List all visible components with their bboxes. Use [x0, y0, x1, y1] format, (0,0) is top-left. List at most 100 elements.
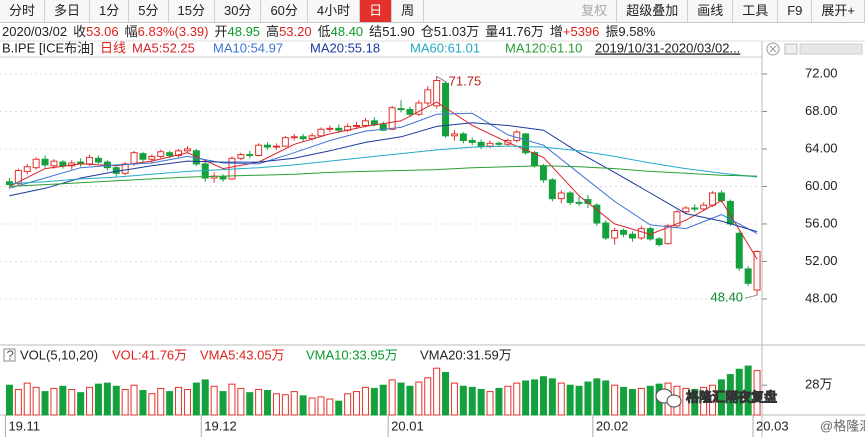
info-label: 振 — [605, 24, 619, 39]
period-tab[interactable]: 60分 — [261, 0, 308, 22]
period-tab[interactable]: 多日 — [45, 0, 91, 22]
candle-body — [717, 192, 725, 201]
period-tab[interactable]: 4小时 — [308, 0, 361, 22]
candle-body — [522, 133, 530, 154]
candle-body — [86, 156, 94, 165]
candle-body — [388, 107, 396, 130]
info-value: +5396 — [562, 24, 600, 39]
tool-button[interactable]: 复权 — [572, 0, 618, 22]
period-tab[interactable]: 15分 — [169, 0, 215, 22]
tool-button[interactable]: 工具 — [733, 0, 779, 22]
ma-line — [9, 145, 758, 185]
volume-bar — [246, 392, 254, 416]
ma-line — [9, 112, 758, 235]
volume-bar — [183, 388, 191, 416]
candle-body — [379, 124, 387, 131]
volume-bar — [700, 386, 708, 416]
tool-button[interactable]: 超级叠加 — [617, 0, 689, 22]
volume-bar — [442, 371, 450, 416]
volume-bar — [59, 385, 67, 416]
candle-body — [682, 207, 690, 213]
candle-body — [361, 120, 369, 126]
help-icon[interactable] — [3, 348, 16, 362]
candle-body — [709, 192, 717, 206]
help-icon[interactable]: ? — [7, 347, 14, 362]
volume-bar — [264, 390, 272, 416]
volume-bar — [753, 370, 761, 416]
info-date: 2020/03/02 — [2, 24, 68, 39]
volume-bar — [397, 382, 405, 416]
period-tab[interactable]: 1分 — [90, 0, 130, 22]
candle-body — [139, 153, 147, 160]
candle-body — [486, 142, 494, 147]
period-tab[interactable]: 周 — [392, 0, 425, 22]
candle-body — [700, 204, 708, 210]
legend-entry: MA120:61.10 — [505, 40, 582, 55]
volume-bar — [86, 386, 94, 416]
period-tabs: 分时 多日 1分 5分 15分 30分 60分 4小时日周 — [0, 0, 425, 22]
period-tab[interactable]: 5分 — [129, 0, 169, 22]
watermark-text: 格隆汇隔夜复盘 — [686, 389, 777, 404]
volume-bar — [513, 382, 521, 416]
candle-body — [655, 238, 663, 246]
period-tab[interactable]: 日 — [360, 0, 393, 22]
volume-bar — [14, 388, 22, 416]
volume-bar — [593, 378, 601, 416]
volume-bar — [353, 391, 361, 416]
candle-body — [450, 133, 458, 137]
candle-body — [237, 154, 245, 159]
tool-button[interactable]: 画线 — [688, 0, 734, 22]
info-value: 53.06 — [86, 24, 119, 39]
info-item: 振9.58% — [605, 23, 655, 41]
close-icon[interactable] — [766, 42, 780, 56]
volume-bar — [112, 385, 120, 416]
candle-body — [326, 127, 334, 130]
info-label: 高 — [266, 24, 280, 39]
volume-bar — [637, 387, 645, 416]
volume-bar — [450, 382, 458, 416]
period-tab[interactable]: 30分 — [215, 0, 262, 22]
candle-body — [219, 176, 227, 180]
candle-body — [424, 89, 432, 104]
volume-bar — [157, 387, 165, 416]
candle-body — [94, 157, 102, 163]
candle-body — [406, 109, 414, 115]
info-value: 48.95 — [227, 24, 261, 39]
candle-body — [602, 222, 610, 239]
volume-bar — [299, 395, 307, 416]
info-label: 结 — [369, 24, 383, 39]
candle-body — [459, 133, 467, 141]
annotation-label: 48.40 — [711, 290, 744, 305]
candle-body — [23, 166, 31, 172]
volume-bar — [255, 388, 263, 416]
info-item: 结51.90 — [369, 23, 415, 41]
volume-bar — [335, 400, 343, 416]
volume-bar — [379, 384, 387, 416]
candle-body — [157, 151, 165, 157]
volume-bar — [717, 379, 725, 416]
scrollbar[interactable] — [799, 43, 863, 55]
scroll-button[interactable] — [784, 43, 798, 55]
volume-bar — [50, 387, 58, 416]
candle-body — [299, 136, 307, 140]
volume-bar — [228, 383, 236, 416]
volume-bar — [326, 398, 334, 416]
volume-bar — [68, 388, 76, 416]
volume-bar — [566, 384, 574, 416]
volume-bar — [691, 388, 699, 416]
close-icon[interactable] — [769, 45, 777, 53]
candle-body — [317, 128, 325, 137]
tool-button[interactable]: F9 — [778, 0, 813, 22]
candle-body — [264, 144, 272, 148]
volume-bar — [539, 376, 547, 416]
volume-bar — [726, 374, 734, 416]
volume-legend: VMA10:33.95万 — [306, 347, 398, 362]
annotation-leader — [436, 75, 447, 83]
candle-body — [112, 167, 120, 174]
period-tab[interactable]: 分时 — [0, 0, 46, 22]
candle-body — [272, 145, 280, 148]
volume-bar — [620, 386, 628, 416]
candle-body — [744, 268, 752, 284]
legend-entry: MA5:52.25 — [132, 40, 195, 55]
candle-body — [397, 108, 405, 111]
